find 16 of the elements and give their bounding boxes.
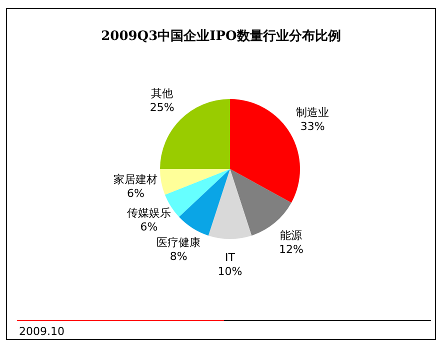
slice-label: 医疗健康 [156,236,201,249]
slice-label: 制造业 [296,106,330,119]
data-label: 10% [218,264,242,278]
text: 2009.10 [19,325,64,338]
slice-label: 其他 [151,86,174,100]
data-label: 33% [300,120,325,133]
data-label: 8% [170,250,188,263]
data-label: 12% [278,242,304,256]
slice-label: 家居建材 [114,172,158,186]
data-label: 25% [150,100,174,114]
slice-label: 传媒娱乐 [126,206,171,220]
slice-label: 能源 [280,228,302,242]
slice-label: IT [225,250,236,264]
chart-title: 2009Q3中国企业IPO数量行业分布比例 [100,28,342,45]
data-label: 6% [126,186,144,200]
data-label: 6% [140,220,158,234]
